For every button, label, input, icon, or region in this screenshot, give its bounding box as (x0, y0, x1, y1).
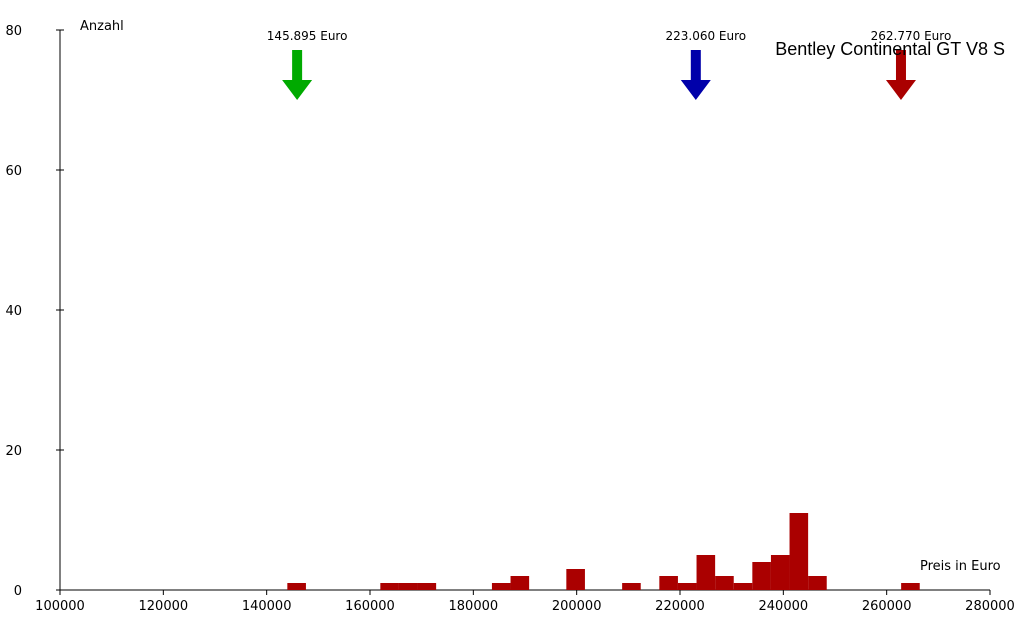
price-marker: 223.060 Euro (665, 29, 746, 100)
histogram-bar (491, 583, 511, 590)
x-tick-label: 160000 (345, 599, 395, 614)
y-tick-label: 0 (14, 584, 22, 599)
histogram-bar (808, 576, 827, 590)
histogram-bar (510, 576, 530, 590)
histogram-bar (287, 583, 306, 590)
price-marker: 262.770 Euro (871, 29, 952, 100)
histogram-bar (677, 583, 697, 590)
x-tick-label: 220000 (655, 599, 705, 614)
histogram-bar (622, 583, 641, 590)
x-tick-label: 280000 (965, 599, 1015, 614)
price-marker-label: 223.060 Euro (665, 29, 746, 43)
x-tick-label: 180000 (449, 599, 499, 614)
down-arrow-icon (680, 50, 711, 100)
y-tick-label: 80 (5, 24, 22, 39)
x-tick-label: 120000 (139, 599, 189, 614)
x-tick-label: 200000 (552, 599, 602, 614)
histogram-bar (752, 562, 771, 590)
histogram-bars (287, 513, 920, 590)
histogram-bar (696, 555, 716, 590)
y-tick-label: 40 (5, 304, 22, 319)
x-axis-title: Preis in Euro (920, 559, 1001, 574)
chart-axes: 0 20 40 60 80 100000 120000 140000 160000 180000 2… (5, 24, 1014, 614)
y-tick-label: 20 (5, 444, 22, 459)
price-marker-label: 262.770 Euro (871, 29, 952, 43)
x-tick-label: 100000 (35, 599, 85, 614)
histogram-bar (417, 583, 437, 590)
histogram-bar (566, 569, 585, 590)
down-arrow-icon (885, 50, 916, 100)
price-markers: 145.895 Euro 223.060 Euro 262.770 Euro (267, 29, 951, 100)
down-arrow-icon (282, 50, 313, 100)
price-marker: 145.895 Euro (267, 29, 348, 100)
histogram-bar (789, 513, 809, 590)
y-axis-title: Anzahl (80, 19, 124, 34)
histogram-bar (715, 576, 734, 590)
histogram-bar (901, 583, 920, 590)
x-tick-label: 260000 (862, 599, 912, 614)
histogram-bar (398, 583, 418, 590)
histogram-bar (659, 576, 678, 590)
histogram-bar (733, 583, 753, 590)
histogram-bar (380, 583, 399, 590)
y-tick-label: 60 (5, 164, 22, 179)
x-tick-label: 140000 (242, 599, 292, 614)
x-tick-label: 240000 (759, 599, 809, 614)
histogram-bar (770, 555, 790, 590)
chart-title: Bentley Continental GT V8 S (775, 39, 1005, 59)
price-marker-label: 145.895 Euro (267, 29, 348, 43)
